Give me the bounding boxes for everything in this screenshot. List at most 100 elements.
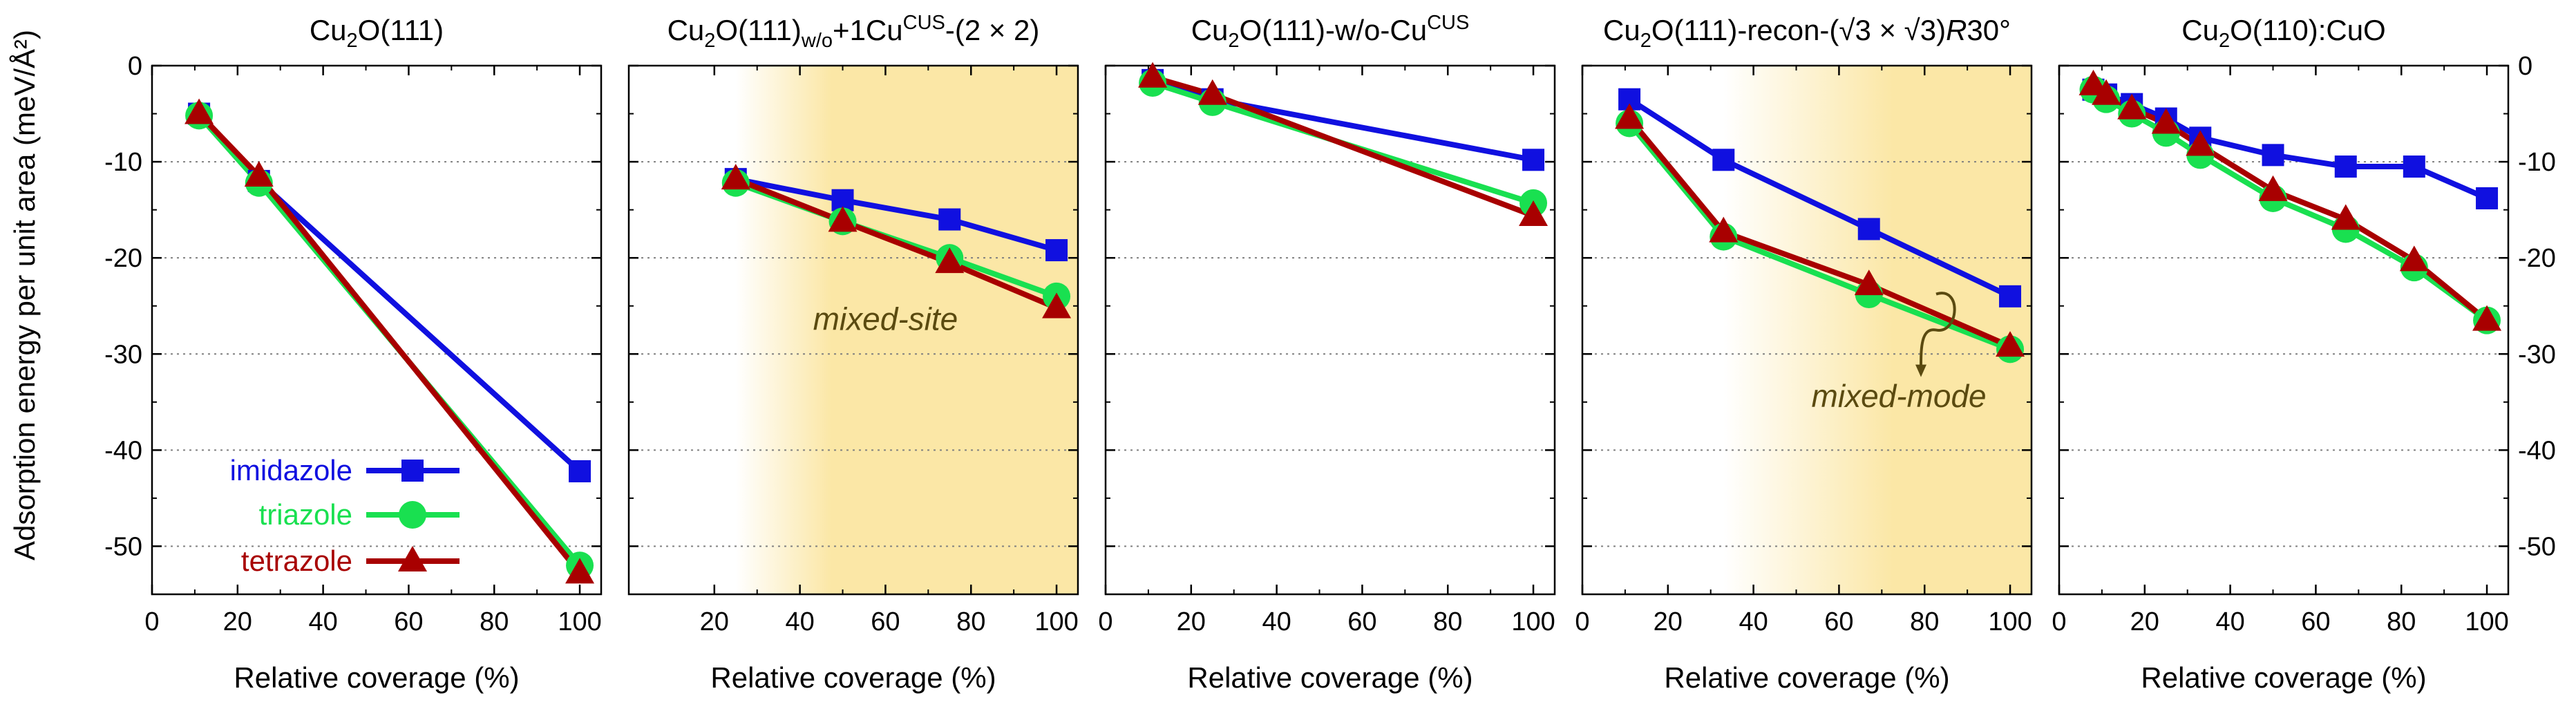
panel-1: 0 -10 -20 -30 -40 -50 0 20 40 60 80 100 Relative cov… [104, 14, 603, 694]
point-tetrazole [2399, 245, 2429, 272]
legend-marker-triazole [399, 501, 426, 529]
x-tick-label: 100 [558, 607, 601, 636]
panel-title: Cu2O(110):CuO [2181, 14, 2385, 52]
point-tetrazole [1854, 270, 1884, 296]
y-axis-label: Adsorption energy per unit area (meV/Å²) [8, 30, 41, 560]
x-tick-label: 40 [308, 607, 337, 636]
x-tick-label: 60 [2301, 607, 2330, 636]
panel-2: 20 40 60 80 100 Relative coverage (%) Cu2O(111… [627, 12, 1079, 694]
point-tetrazole [244, 160, 274, 187]
point-tetrazole [184, 98, 214, 124]
x-tick-label: 80 [480, 607, 509, 636]
x-tick-label: 40 [1739, 607, 1768, 636]
annotation-arrow [1920, 292, 1956, 369]
x-tick-label: 40 [785, 607, 814, 636]
y-tick-label-right: -10 [2518, 148, 2556, 177]
annotation-mixed-mode: mixed-mode [1812, 378, 1987, 414]
x-axis-label: Relative coverage (%) [2141, 661, 2426, 694]
point-tetrazole [1996, 331, 2025, 357]
panel-4: 0 20 40 60 80 100 Relative coverage (%) Cu2O(11… [1575, 14, 2033, 694]
x-axis-label: Relative coverage (%) [1664, 661, 1949, 694]
series-line-tetrazole [735, 176, 1058, 311]
series-line-triazole [2092, 87, 2489, 323]
series-line-imidazole [735, 176, 1058, 253]
panel-title: Cu2O(111) [310, 14, 444, 52]
point-imidazole [569, 460, 591, 482]
legend: imidazole triazole tetrazole [230, 454, 460, 577]
panel-5: 0 -10 -20 -30 -40 -50 0 20 40 60 80 100 Relative cov… [2052, 14, 2555, 694]
y-tick-label-right: -30 [2518, 340, 2556, 369]
panel-title: Cu2O(111)-w/o-CuCUS [1191, 12, 1470, 52]
point-tetrazole [1519, 200, 1549, 226]
legend-label-imidazole: imidazole [230, 454, 352, 486]
y-tick-label-right: -20 [2518, 244, 2556, 273]
series-line-imidazole [1627, 97, 2011, 299]
point-tetrazole [1197, 79, 1227, 105]
series-line-imidazole [2092, 87, 2488, 201]
axes-frame [2058, 64, 2510, 596]
point-imidazole [2403, 155, 2425, 178]
x-tick-label: 20 [2130, 607, 2159, 636]
point-tetrazole [2151, 108, 2181, 134]
x-tick-label: 60 [1347, 607, 1376, 636]
series-line-triazole [1627, 121, 2011, 352]
x-tick-label: 100 [2465, 607, 2508, 636]
point-imidazole [2476, 187, 2499, 209]
shaded-region [1723, 66, 2032, 594]
point-tetrazole [828, 206, 858, 232]
point-tetrazole [2331, 204, 2360, 230]
x-tick-label: 60 [871, 607, 900, 636]
x-tick-label: 60 [1824, 607, 1853, 636]
point-imidazole [1045, 239, 1068, 262]
x-axis-label: Relative coverage (%) [1187, 661, 1472, 694]
point-tetrazole [2472, 305, 2502, 331]
point-tetrazole [1615, 103, 1645, 129]
point-tetrazole [565, 558, 595, 584]
x-tick-label: 80 [956, 607, 985, 636]
y-tick-label: -20 [104, 244, 142, 273]
x-tick-label: 20 [1654, 607, 1683, 636]
y-tick-label: -10 [104, 148, 142, 177]
point-tetrazole [2117, 93, 2147, 120]
point-imidazole [1857, 218, 1880, 240]
point-tetrazole [2078, 69, 2108, 95]
point-tetrazole [935, 247, 965, 274]
point-imidazole [1522, 149, 1545, 171]
point-imidazole [1712, 149, 1735, 171]
y-tick-label: 0 [128, 52, 142, 81]
annotation-mixed-site: mixed-site [813, 301, 958, 337]
point-imidazole [2334, 155, 2357, 178]
x-tick-label: 60 [394, 607, 423, 636]
y-tick-label: -40 [104, 436, 142, 465]
x-tick-label: 20 [700, 607, 729, 636]
x-tick-label: 40 [2215, 607, 2244, 636]
axes-frame [1104, 64, 1556, 596]
panel-title: Cu2O(111)-recon-(√3 × √3)R30° [1603, 14, 2011, 52]
x-tick-label: 80 [2387, 607, 2416, 636]
x-tick-label: 40 [1262, 607, 1291, 636]
x-tick-label: 100 [1988, 607, 2032, 636]
y-tick-label: -30 [104, 340, 142, 369]
panels: 0 -10 -20 -30 -40 -50 0 20 40 60 80 100 Relative cov… [104, 12, 2556, 694]
point-imidazole [2262, 144, 2284, 167]
axes-frame [627, 64, 1079, 596]
legend-label-tetrazole: tetrazole [241, 545, 352, 577]
annotation-arrowhead [1915, 364, 1926, 377]
x-tick-label: 80 [1433, 607, 1462, 636]
x-tick-label: 100 [1511, 607, 1555, 636]
series-line-tetrazole [1627, 116, 2011, 349]
x-tick-label: 0 [1098, 607, 1112, 636]
shaded-region [735, 66, 1078, 594]
point-tetrazole [1138, 62, 1168, 88]
point-tetrazole [2258, 175, 2288, 201]
y-tick-label-right: -50 [2518, 532, 2556, 561]
axes-frame [151, 64, 603, 596]
x-tick-label: 20 [223, 607, 252, 636]
point-tetrazole [2092, 79, 2121, 105]
x-tick-label: 0 [144, 607, 159, 636]
y-tick-label: -50 [104, 532, 142, 561]
x-tick-label: 80 [1910, 607, 1939, 636]
x-tick-label: 0 [1575, 607, 1589, 636]
x-axis-label: Relative coverage (%) [234, 661, 519, 694]
